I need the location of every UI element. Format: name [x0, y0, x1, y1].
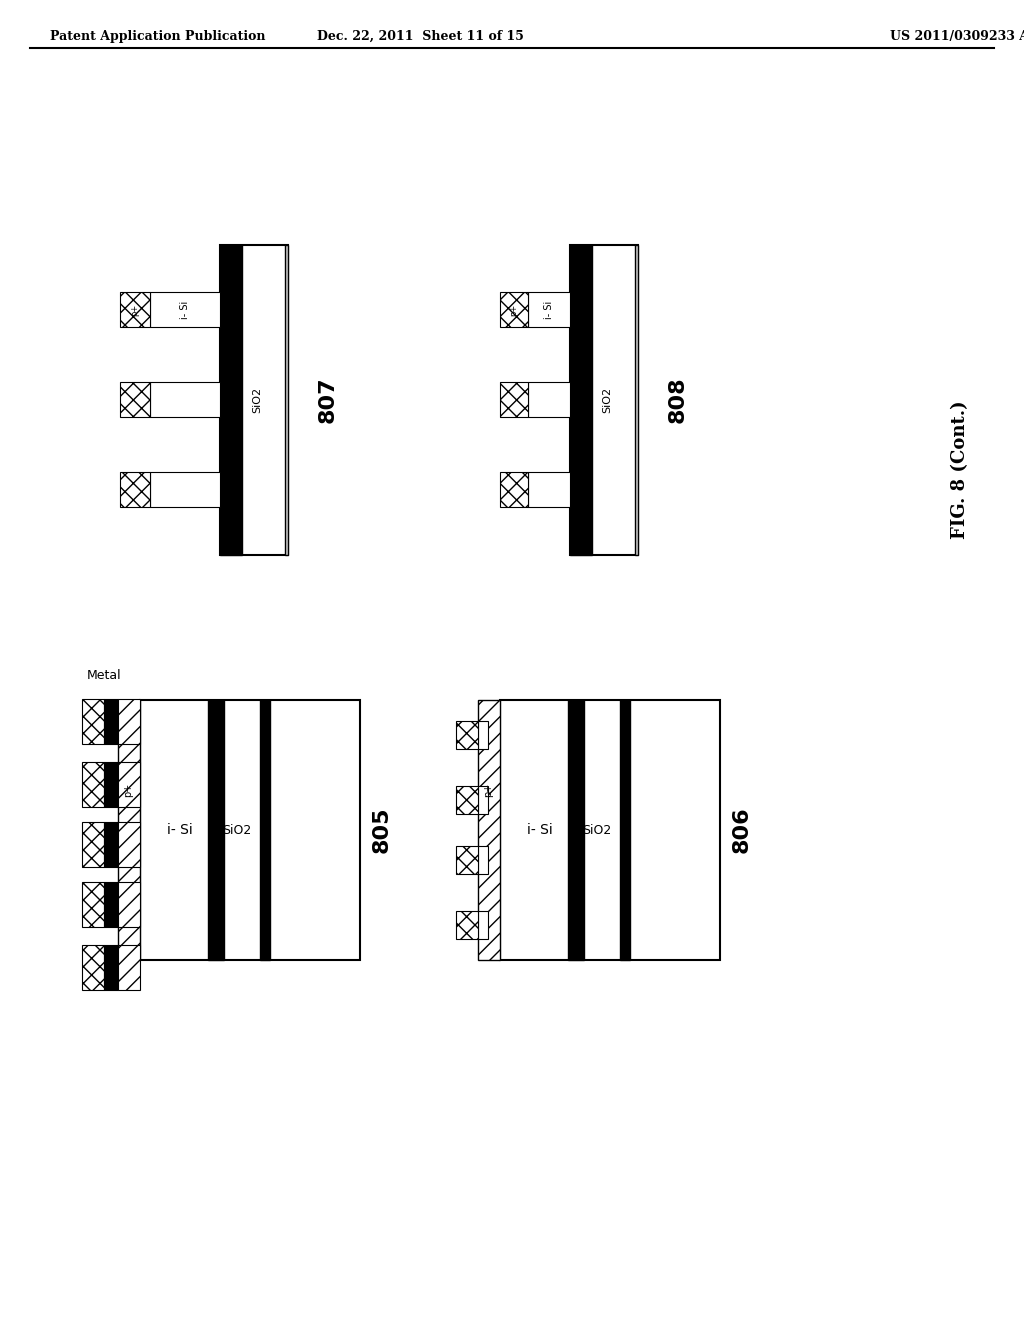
Bar: [456, 721, 478, 748]
Bar: [528, 381, 570, 417]
Bar: [500, 292, 528, 327]
Text: 807: 807: [318, 376, 338, 424]
Text: i- Si: i- Si: [180, 301, 190, 319]
Text: 808: 808: [668, 376, 688, 424]
Bar: [456, 911, 478, 939]
Text: SiO2: SiO2: [602, 387, 612, 413]
Bar: [528, 292, 570, 327]
Bar: [82, 762, 104, 807]
Bar: [570, 246, 592, 554]
Text: SiO2: SiO2: [252, 387, 262, 413]
Bar: [104, 945, 118, 990]
Bar: [118, 700, 140, 744]
Bar: [150, 292, 220, 327]
Bar: [478, 911, 488, 939]
Bar: [478, 721, 488, 748]
Text: i- Si: i- Si: [544, 301, 554, 319]
Text: SiO2: SiO2: [583, 824, 611, 837]
Text: p+: p+: [130, 304, 139, 315]
Bar: [82, 700, 104, 744]
Text: 806: 806: [732, 807, 752, 853]
Bar: [118, 945, 140, 990]
Bar: [118, 762, 140, 807]
Text: p+: p+: [483, 783, 493, 797]
Bar: [500, 473, 528, 507]
Bar: [140, 700, 360, 960]
Text: SiO2: SiO2: [222, 824, 252, 837]
Bar: [120, 381, 150, 417]
Text: i- Si: i- Si: [527, 822, 553, 837]
Bar: [150, 473, 220, 507]
Bar: [150, 381, 220, 417]
Bar: [104, 882, 118, 927]
Bar: [500, 381, 528, 417]
Bar: [260, 700, 270, 960]
Bar: [82, 822, 104, 867]
Bar: [104, 822, 118, 867]
Bar: [118, 822, 140, 867]
Text: FIG. 8 (Cont.): FIG. 8 (Cont.): [951, 401, 969, 540]
Text: US 2011/0309233 A1: US 2011/0309233 A1: [890, 30, 1024, 44]
Text: p+: p+: [123, 783, 133, 797]
Bar: [104, 700, 118, 744]
Bar: [118, 882, 140, 927]
Bar: [104, 762, 118, 807]
Bar: [568, 700, 584, 960]
Bar: [500, 700, 720, 960]
Text: Metal: Metal: [87, 669, 122, 682]
Bar: [82, 882, 104, 927]
Bar: [478, 846, 488, 874]
Bar: [118, 700, 140, 960]
Text: p+: p+: [510, 304, 518, 315]
Bar: [220, 246, 242, 554]
Text: 805: 805: [372, 807, 392, 853]
Bar: [478, 700, 500, 960]
Text: i- Si: i- Si: [167, 822, 193, 837]
Bar: [120, 473, 150, 507]
Bar: [478, 785, 488, 814]
Bar: [285, 246, 288, 554]
Bar: [120, 292, 150, 327]
Bar: [635, 246, 638, 554]
Bar: [570, 246, 638, 554]
Bar: [620, 700, 630, 960]
Bar: [208, 700, 224, 960]
Bar: [456, 785, 478, 814]
Text: Patent Application Publication: Patent Application Publication: [50, 30, 265, 44]
Bar: [456, 846, 478, 874]
Bar: [82, 945, 104, 990]
Bar: [220, 246, 288, 554]
Bar: [528, 473, 570, 507]
Text: Dec. 22, 2011  Sheet 11 of 15: Dec. 22, 2011 Sheet 11 of 15: [316, 30, 523, 44]
